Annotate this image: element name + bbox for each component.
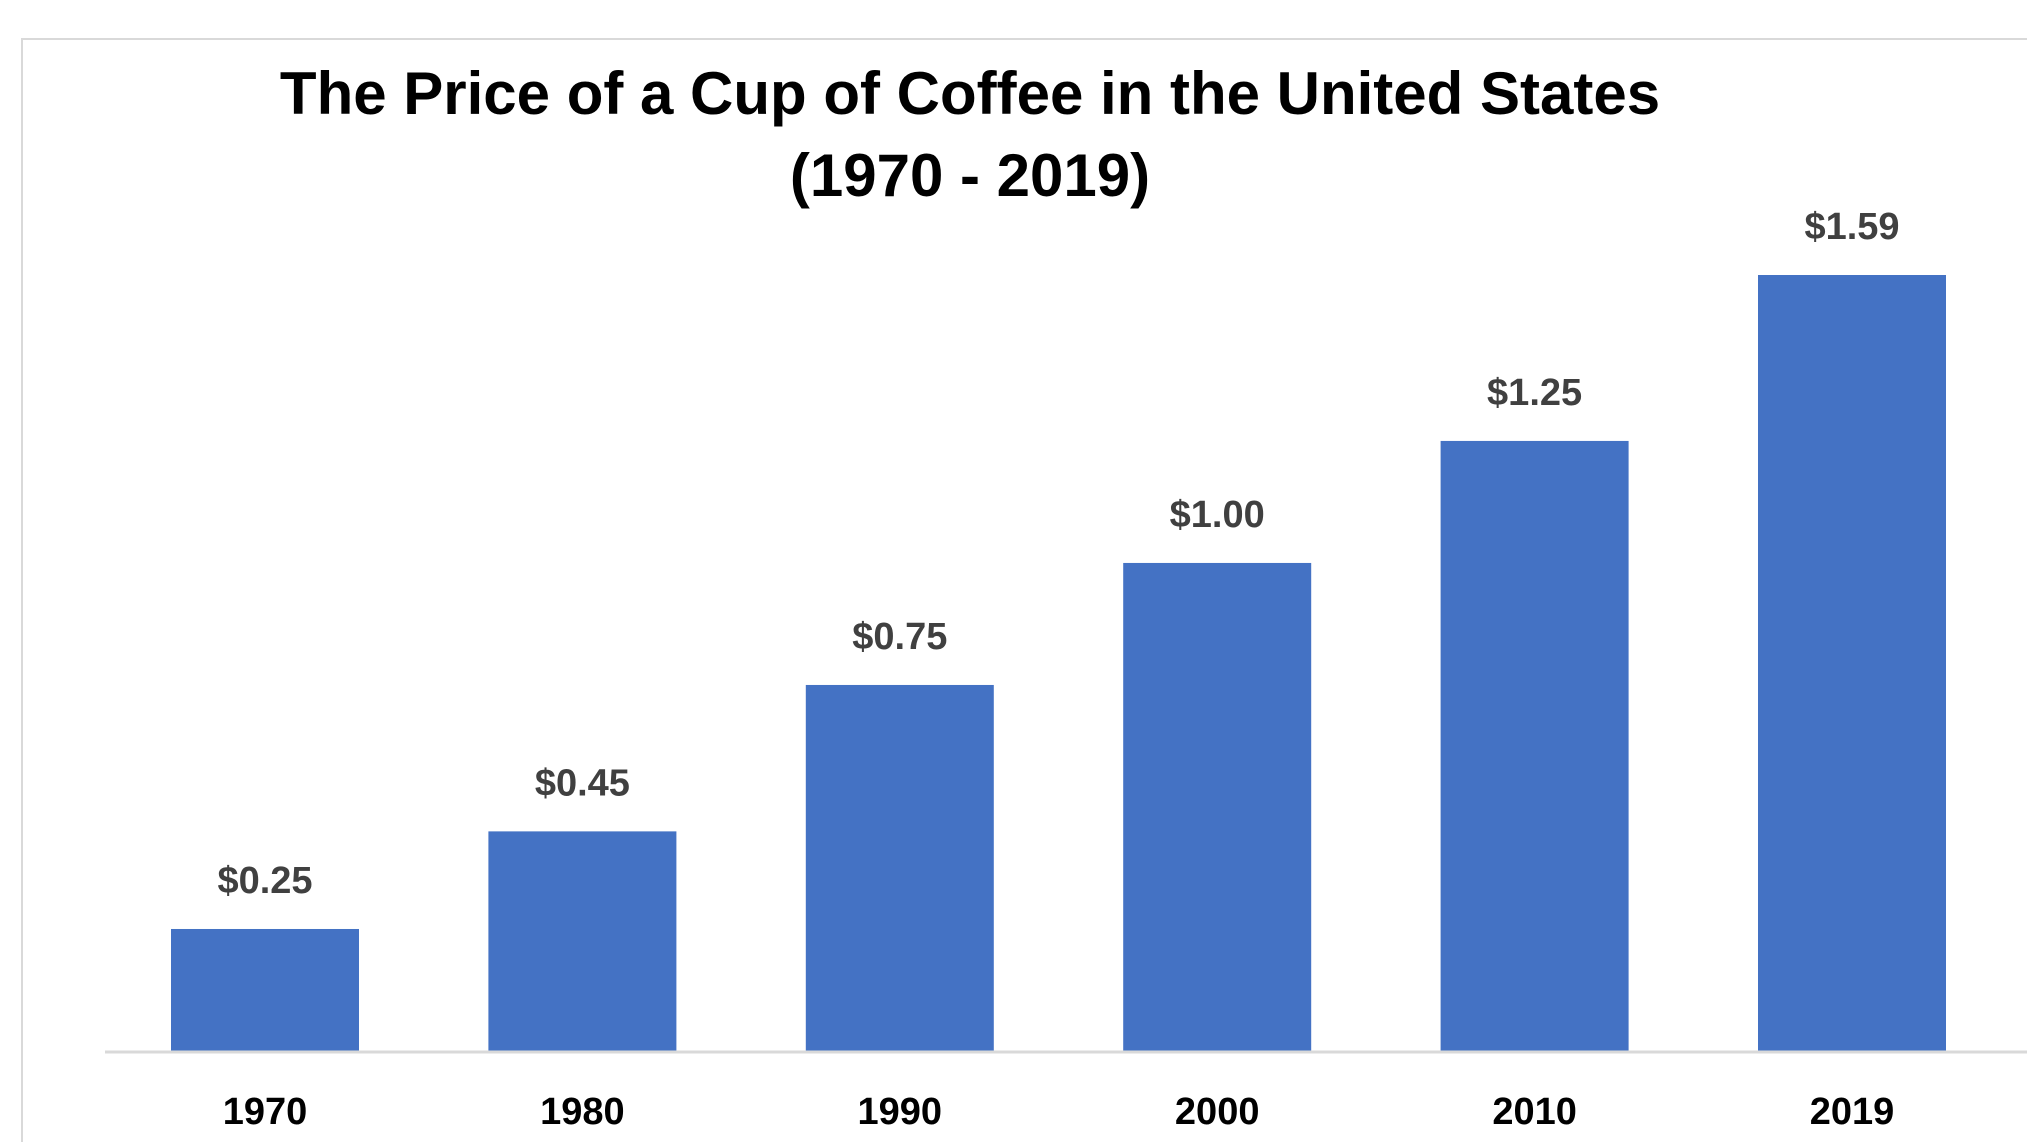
value-label-2010: $1.25 — [1487, 372, 1582, 414]
category-label-1970: 1970 — [223, 1091, 308, 1133]
category-label-2000: 2000 — [1175, 1091, 1260, 1133]
value-labels-layer: $0.25 $0.45 $0.75 $1.00 $1.25 $1.59 — [217, 206, 1899, 902]
bar-1980 — [488, 831, 677, 1051]
value-label-1980: $0.45 — [535, 762, 630, 804]
bar-2010 — [1440, 440, 1629, 1051]
value-label-1990: $0.75 — [852, 616, 947, 658]
bar-1970 — [171, 928, 359, 1051]
category-label-2010: 2010 — [1492, 1091, 1577, 1133]
chart-title: The Price of a Cup of Coffee in the Unit… — [279, 60, 1661, 127]
value-label-1970: $0.25 — [217, 860, 312, 902]
value-label-2019: $1.59 — [1804, 206, 1899, 248]
bars-layer — [171, 275, 1946, 1051]
chart-subtitle: (1970 - 2019) — [789, 142, 1151, 209]
bar-1990 — [805, 684, 994, 1051]
category-label-1990: 1990 — [858, 1091, 943, 1133]
category-labels-layer: 1970 1980 1990 2000 2010 2019 — [223, 1091, 1895, 1133]
category-label-1980: 1980 — [540, 1091, 625, 1133]
bar-2000 — [1123, 562, 1312, 1051]
bar-2019 — [1758, 275, 1946, 1051]
category-label-2019: 2019 — [1810, 1091, 1895, 1133]
value-label-2000: $1.00 — [1170, 494, 1265, 536]
